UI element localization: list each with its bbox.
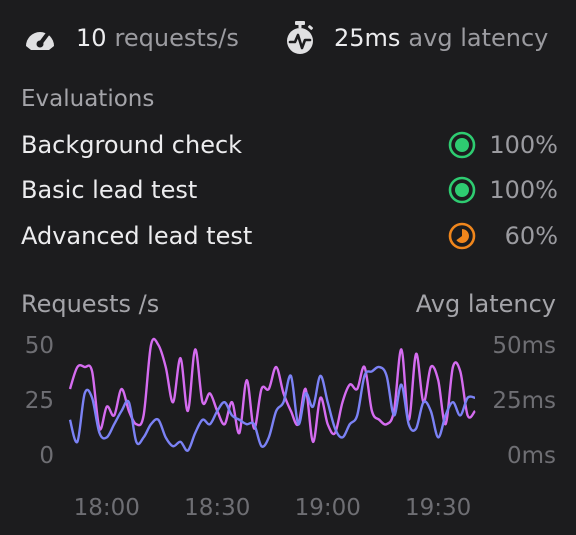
progress-circle-icon xyxy=(448,222,476,250)
evaluation-percent: 100% xyxy=(489,131,558,159)
series-line-1 xyxy=(68,365,476,452)
y-left-tick-label: 25 xyxy=(25,388,54,414)
y-left-tick-label: 0 xyxy=(39,443,54,469)
evaluation-row[interactable]: Advanced lead test 60% xyxy=(21,220,558,252)
evaluation-name: Basic lead test xyxy=(21,176,198,204)
x-tick-label: 19:30 xyxy=(405,495,471,521)
latency-stat: 25ms avg latency xyxy=(282,20,548,56)
x-tick-label: 19:00 xyxy=(295,495,361,521)
y-right-tick-label: 0ms xyxy=(507,443,556,469)
check-circle-icon xyxy=(448,176,476,204)
evaluation-name: Advanced lead test xyxy=(21,222,253,250)
x-axis: 18:00 18:30 19:00 19:30 xyxy=(74,495,472,521)
evaluation-row[interactable]: Background check 100% xyxy=(21,129,558,161)
y-right-tick-label: 25ms xyxy=(492,388,556,414)
y-right-tick-label: 50ms xyxy=(492,333,556,359)
right-axis-title: Avg latency xyxy=(415,290,556,318)
x-tick-label: 18:30 xyxy=(184,495,250,521)
check-circle-icon xyxy=(448,131,476,159)
evaluation-status: 100% xyxy=(448,131,558,159)
requests-unit: requests/s xyxy=(114,24,239,52)
requests-latency-chart: 50 25 0 50ms 25ms 0ms 18:00 18:30 19:00 19:30 xyxy=(25,333,556,521)
gauge-icon xyxy=(26,30,54,50)
evaluation-status: 100% xyxy=(448,176,558,204)
x-tick-label: 18:00 xyxy=(74,495,140,521)
chart-lines xyxy=(68,337,476,452)
left-axis-title: Requests /s xyxy=(21,290,160,318)
evaluation-percent: 60% xyxy=(504,222,558,250)
evaluations-title: Evaluations xyxy=(21,86,155,112)
latency-unit: avg latency xyxy=(408,24,549,52)
y-left-tick-label: 50 xyxy=(25,333,54,359)
requests-stat: 10 requests/s xyxy=(22,20,239,56)
evaluation-row[interactable]: Basic lead test 100% xyxy=(21,174,558,206)
requests-value: 10 xyxy=(76,24,107,52)
y-axis-right: 50ms 25ms 0ms xyxy=(492,333,556,469)
latency-value: 25ms xyxy=(334,24,401,52)
stats-bar: 10 requests/s 25ms avg latency xyxy=(22,18,558,58)
y-axis-left: 50 25 0 xyxy=(25,333,54,469)
stopwatch-icon xyxy=(287,21,313,54)
evaluation-name: Background check xyxy=(21,131,243,159)
evaluation-percent: 100% xyxy=(489,176,558,204)
evaluation-status: 60% xyxy=(448,222,558,250)
